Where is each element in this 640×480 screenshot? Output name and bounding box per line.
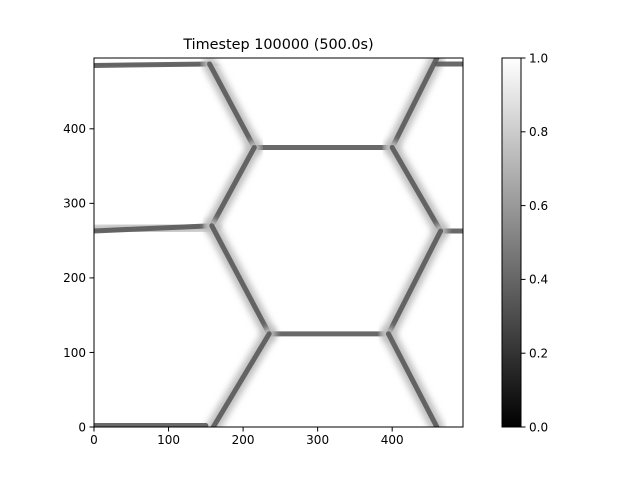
x-tick-label: 100	[157, 433, 180, 447]
colorbar-tick-label: 0.8	[529, 125, 548, 139]
colorbar: 0.0 0.2 0.4 0.6 0.8 1.0	[501, 51, 548, 434]
boundary-segment	[94, 223, 215, 234]
boundary-segment	[389, 144, 444, 234]
x-axis: 0 100 200 300 400	[90, 427, 404, 447]
colorbar-tick-label: 0.4	[529, 273, 548, 287]
y-tick-label: 200	[63, 271, 86, 285]
y-tick-label: 300	[63, 197, 86, 211]
y-axis: 0 100 200 300 400	[63, 122, 94, 434]
boundary-segment	[94, 61, 213, 68]
boundary-segment	[210, 331, 272, 427]
y-tick-label: 100	[63, 346, 86, 360]
boundary-segment	[389, 58, 440, 150]
x-tick-label: 200	[232, 433, 255, 447]
x-tick-label: 300	[306, 433, 329, 447]
grain-boundaries	[94, 58, 463, 427]
x-tick-label: 0	[90, 433, 98, 447]
colorbar-tick-label: 0.2	[529, 347, 548, 361]
y-tick-label: 400	[63, 122, 86, 136]
x-tick-label: 400	[381, 433, 404, 447]
heatmap-plot	[93, 57, 464, 428]
colorbar-gradient	[501, 57, 522, 428]
y-tick-label: 0	[78, 420, 86, 434]
boundary-segment	[209, 144, 257, 229]
colorbar-tick-label: 1.0	[529, 51, 548, 65]
colorbar-ticks: 0.0 0.2 0.4 0.6 0.8 1.0	[521, 51, 548, 434]
boundary-segment	[207, 61, 257, 150]
colorbar-tick-label: 0.0	[529, 420, 548, 434]
plot-frame	[93, 57, 464, 428]
colorbar-tick-label: 0.6	[529, 199, 548, 213]
chart-title: Timestep 100000 (500.0s)	[182, 37, 373, 53]
boundary-segment	[385, 228, 444, 337]
boundary-segment	[385, 331, 440, 427]
boundary-segment	[209, 223, 272, 337]
